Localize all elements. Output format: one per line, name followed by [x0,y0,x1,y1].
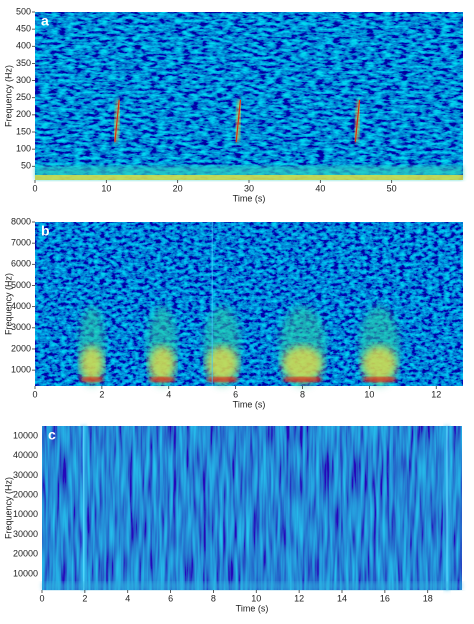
texture-blob [81,377,103,382]
x-tick-label: 0 [32,183,37,193]
texture-blob [148,346,176,382]
texture-band [42,582,462,590]
x-tick-label: 8 [211,593,216,603]
texture-blob [150,377,175,382]
x-tick-label: 2 [82,593,87,603]
y-tick-label: 40000 [13,450,38,460]
x-axis-label: Time (s) [233,399,266,409]
y-tick-label: 100 [16,144,31,154]
x-tick-label: 30 [244,183,254,193]
texture-blob [283,377,322,382]
x-tick-label: 10 [101,183,111,193]
texture-blob [206,346,239,382]
x-tick-label: 12 [431,389,441,399]
x-tick-label: 8 [300,389,305,399]
texture-noise [35,12,463,180]
spectrogram-panel [35,12,463,180]
y-tick-label: 20000 [13,490,38,500]
texture-blob [363,377,396,382]
spectrogram-panel [35,222,463,386]
y-tick-label: 30000 [13,470,38,480]
y-tick-label: 10000 [13,430,38,440]
x-tick-label: 10 [364,389,374,399]
y-tick-label: 10000 [13,568,38,578]
x-tick-label: 10 [251,593,261,603]
y-tick-label: 300 [16,75,31,85]
x-tick-label: 12 [294,593,304,603]
x-axis-label: Time (s) [233,193,266,203]
x-tick-label: 14 [337,593,347,603]
y-axis-label: Frequency (Hz) [3,65,13,127]
y-tick-label: 1000 [11,365,31,375]
y-tick-label: 400 [16,41,31,51]
texture-blob [282,346,323,382]
x-tick-label: 18 [423,593,433,603]
y-tick-label: 3000 [11,322,31,332]
y-axis-label: Frequency (Hz) [3,273,13,335]
x-tick-label: 2 [99,389,104,399]
y-tick-label: 10000 [13,509,38,519]
texture-call [235,99,242,143]
texture-call [114,99,120,143]
x-tick-label: 4 [166,389,171,399]
x-tick-label: 0 [39,593,44,603]
y-tick-label: 50 [21,161,31,171]
texture-call [354,99,361,143]
y-tick-label: 2000 [11,343,31,353]
y-tick-label: 500 [16,6,31,16]
x-tick-label: 20 [173,183,183,193]
y-tick-label: 350 [16,58,31,68]
y-tick-label: 4000 [11,301,31,311]
texture-noise [42,426,462,590]
x-tick-label: 40 [315,183,325,193]
x-tick-label: 6 [233,389,238,399]
x-tick-label: 16 [380,593,390,603]
texture-blob [207,377,237,382]
panel-letter: b [41,223,50,239]
x-tick-label: 6 [168,593,173,603]
texture-band [35,175,463,180]
panel-letter: a [41,13,49,29]
spectrogram-panel [42,426,462,590]
y-tick-label: 150 [16,126,31,136]
y-tick-label: 30000 [13,529,38,539]
y-tick-label: 450 [16,24,31,34]
texture-blob [361,346,397,382]
y-tick-label: 8000 [11,216,31,226]
x-tick-label: 4 [125,593,130,603]
y-axis-label: Frequency (Hz) [3,477,13,539]
y-tick-label: 20000 [13,549,38,559]
y-tick-label: 7000 [11,238,31,248]
x-tick-label: 0 [32,389,37,399]
x-axis-label: Time (s) [236,603,269,613]
y-tick-label: 6000 [11,259,31,269]
y-tick-label: 200 [16,109,31,119]
y-tick-label: 250 [16,92,31,102]
x-tick-label: 50 [387,183,397,193]
texture-blob [80,346,104,382]
y-tick-label: 5000 [11,280,31,290]
panel-letter: c [48,427,56,443]
